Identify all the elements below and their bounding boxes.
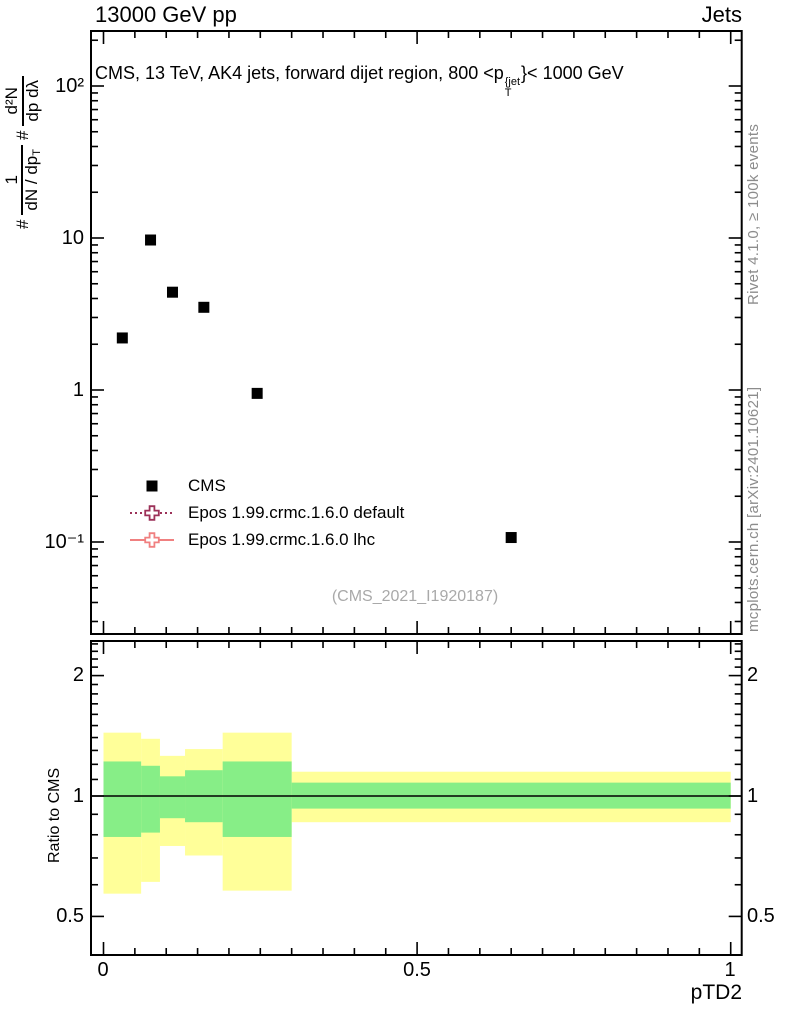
main-y-tick-label: 10² [55, 75, 84, 97]
ratio-y-tick-label-left: 2 [72, 664, 84, 686]
ratio-y-tick-label-right: 0.5 [747, 905, 775, 927]
main-y-tick-label: 10 [61, 227, 84, 249]
x-tick-label: 0 [97, 959, 109, 981]
x-tick-label: 1 [724, 959, 736, 981]
plot-title-subscript: T [504, 87, 512, 99]
uncertainty-bands [103, 732, 731, 894]
plot-title-suffix: }< 1000 GeV [521, 63, 624, 83]
open-cross-solid-line-icon [130, 531, 174, 548]
green-uncertainty-band [103, 761, 142, 837]
axis-ticks [91, 31, 742, 955]
plot-title: CMS, 13 TeV, AK4 jets, forward dijet reg… [95, 63, 624, 99]
main-y-tick-label: 1 [72, 379, 84, 401]
ratio-y-tick-label-left: 0.5 [56, 905, 84, 927]
open-cross-dotted-line-icon [130, 504, 174, 521]
ratio-y-tick-label-left: 1 [72, 785, 84, 807]
fraction-denominator: dN / dpT [22, 145, 44, 215]
legend-item-epos-lhc: Epos 1.99.crmc.1.6.0 lhc [128, 526, 404, 553]
cms-data-point [251, 387, 263, 399]
x-tick-label: 0.5 [403, 959, 431, 981]
watermark: (CMS_2021_I1920187) [331, 588, 499, 605]
analysis-topic-header: Jets [701, 2, 742, 27]
beam-energy-header: 13000 GeV pp [95, 2, 237, 27]
filled-square-marker-icon [146, 480, 158, 491]
green-uncertainty-band [222, 761, 292, 837]
cms-data-point [116, 332, 128, 344]
legend-item-epos-default: Epos 1.99.crmc.1.6.0 default [128, 499, 404, 526]
hash-symbol: # [13, 130, 32, 141]
fraction-denominator-text: dN / dp [22, 155, 42, 211]
cms-data-point [166, 286, 178, 298]
legend-item-cms: CMS [128, 472, 404, 499]
cms-data-point [145, 234, 157, 246]
rivet-version-note: Rivet 4.1.0, ≥ 100k events [745, 123, 762, 305]
cms-data-points [116, 234, 517, 544]
fraction-denominator-subscript: T [31, 149, 44, 156]
ratio-y-tick-label-right: 1 [747, 785, 759, 807]
cms-data-point [198, 301, 210, 313]
plot-title-supsub: {jet T [505, 77, 520, 99]
legend-label: Epos 1.99.crmc.1.6.0 default [188, 503, 405, 522]
open-cross-glyph [144, 504, 160, 521]
plot-title-prefix: CMS, 13 TeV, AK4 jets, forward dijet reg… [95, 63, 504, 83]
green-uncertainty-band [141, 765, 160, 833]
x-axis-label: pTD2 [690, 981, 742, 1004]
cms-data-point [505, 532, 517, 544]
green-uncertainty-band [159, 776, 186, 819]
mcplots-reference-note: mcplots.cern.ch [arXiv:2401.10621] [745, 386, 762, 632]
main-y-tick-label: 10⁻¹ [44, 531, 84, 553]
legend-label: CMS [188, 476, 226, 495]
fraction-one-over-dndpt: 1 dN / dpT [2, 145, 44, 215]
legend: CMS Epos 1.99.crmc.1.6.0 default Epos 1.… [128, 472, 404, 553]
open-cross-glyph [144, 531, 160, 548]
plot-title-superscript: {jet [504, 76, 521, 88]
ratio-y-tick-label-right: 2 [747, 664, 759, 686]
cms-square-glyph [146, 480, 158, 491]
fraction-numerator: 1 [2, 145, 24, 215]
legend-label: Epos 1.99.crmc.1.6.0 lhc [188, 530, 376, 549]
